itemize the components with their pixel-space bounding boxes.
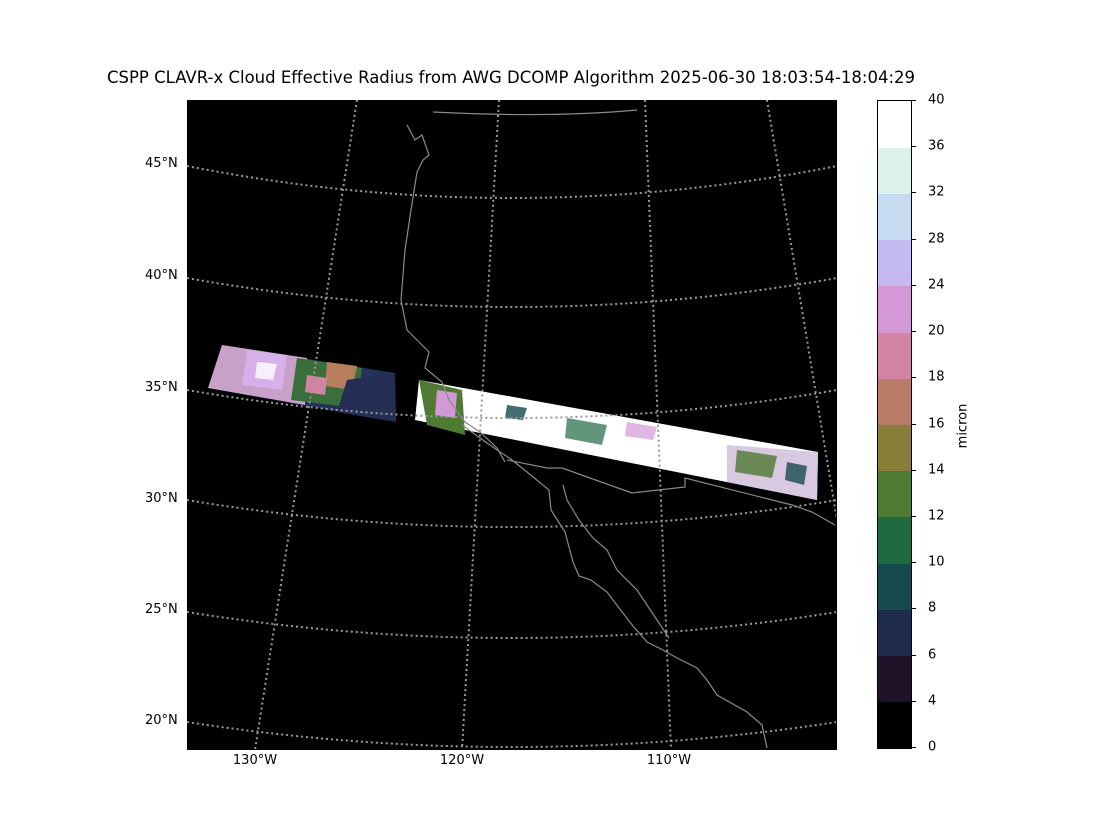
colorbar-segment <box>878 701 911 749</box>
colorbar-segment <box>878 424 911 472</box>
colorbar-label: micron <box>955 403 971 449</box>
colorbar-tick <box>911 562 916 564</box>
colorbar-tick-label: 24 <box>928 277 945 293</box>
colorbar-tick-label: 10 <box>928 554 945 570</box>
colorbar-segment <box>878 378 911 425</box>
colorbar-segment <box>878 470 911 518</box>
swath-east <box>415 380 818 500</box>
colorbar-tick-label: 14 <box>928 462 945 478</box>
longitude-gridlines <box>254 100 836 749</box>
colorbar-tick-label: 8 <box>928 600 937 616</box>
latitude-gridlines <box>187 165 836 748</box>
lon-label-120w: 120°W <box>439 753 485 768</box>
lat-label-35n: 35°N <box>145 380 178 395</box>
colorbar-tick <box>911 700 916 702</box>
colorbar-tick-label: 18 <box>928 369 945 385</box>
colorbar <box>877 100 912 749</box>
coastlines <box>400 109 836 749</box>
colorbar-tick-label: 6 <box>928 647 937 663</box>
colorbar-tick <box>911 377 916 379</box>
colorbar-segment <box>878 193 911 241</box>
colorbar-tick <box>911 469 916 471</box>
colorbar-tick-label: 32 <box>928 184 945 200</box>
colorbar-tick <box>911 146 916 148</box>
lat-label-45n: 45°N <box>145 156 178 171</box>
colorbar-tick <box>911 654 916 656</box>
map-canvas <box>187 100 836 749</box>
colorbar-segment <box>878 332 911 379</box>
colorbar-tick <box>911 608 916 610</box>
colorbar-tick-label: 12 <box>928 508 945 524</box>
colorbar-tick <box>911 192 916 194</box>
lat-label-20n: 20°N <box>145 713 178 728</box>
colorbar-segment <box>878 239 911 287</box>
swath-west <box>208 345 396 422</box>
colorbar-segment <box>878 563 911 610</box>
colorbar-tick-label: 0 <box>928 739 937 755</box>
colorbar-tick <box>911 100 916 101</box>
colorbar-segment <box>878 101 911 148</box>
colorbar-tick <box>911 423 916 425</box>
colorbar-tick <box>911 331 916 333</box>
lat-label-30n: 30°N <box>145 491 178 506</box>
colorbar-segment <box>878 147 911 194</box>
colorbar-tick-label: 16 <box>928 416 945 431</box>
lon-label-110w: 110°W <box>646 753 692 768</box>
colorbar-tick <box>911 284 916 286</box>
plot-title: CSPP CLAVR-x Cloud Effective Radius from… <box>106 68 916 87</box>
colorbar-tick-label: 20 <box>928 323 945 339</box>
colorbar-tick <box>911 747 916 748</box>
colorbar-tick <box>911 238 916 240</box>
colorbar-tick <box>911 515 916 517</box>
colorbar-tick-label: 28 <box>928 231 945 247</box>
lat-label-25n: 25°N <box>145 602 178 617</box>
colorbar-tick-label: 40 <box>928 92 945 108</box>
colorbar-segment <box>878 609 911 657</box>
lon-label-130w: 130°W <box>232 753 278 768</box>
colorbar-segment <box>878 285 911 333</box>
lat-label-40n: 40°N <box>145 268 178 283</box>
colorbar-segment <box>878 655 911 703</box>
colorbar-tick-label: 36 <box>928 138 945 154</box>
colorbar-segment <box>878 516 911 564</box>
colorbar-tick-label: 4 <box>928 693 937 709</box>
